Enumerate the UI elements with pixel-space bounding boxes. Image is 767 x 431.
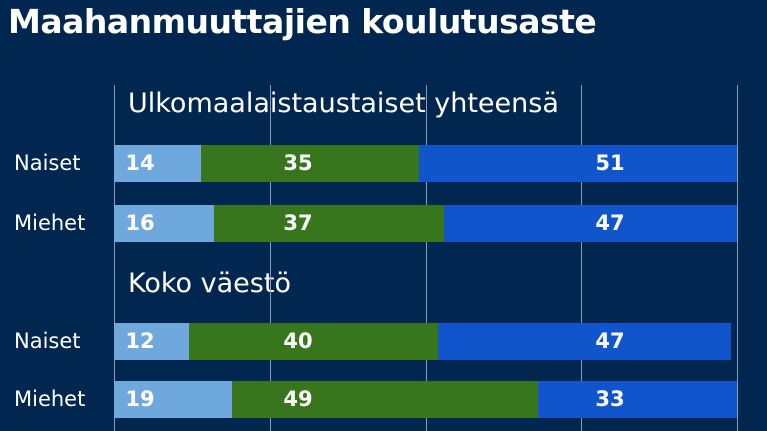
gridline (270, 85, 271, 431)
bar-segment (114, 145, 202, 182)
data-label: 14 (125, 151, 155, 175)
bar-segment (437, 323, 731, 360)
data-label: 47 (595, 329, 625, 353)
row-label: Naiset (14, 329, 81, 353)
row-label: Naiset (14, 151, 81, 175)
data-label: 47 (595, 211, 625, 235)
bar-segment (114, 205, 214, 242)
gridline (737, 85, 738, 431)
bar-segment (444, 205, 737, 242)
row-label: Miehet (14, 211, 86, 235)
bar-segment (232, 381, 538, 418)
data-label: 35 (283, 151, 313, 175)
bar-segment (201, 145, 420, 182)
bar-segment (419, 145, 737, 182)
group-label-total-population: Koko väestö (128, 268, 291, 299)
data-label: 49 (283, 387, 313, 411)
data-label: 19 (125, 387, 155, 411)
bar-segment (114, 381, 233, 418)
data-label: 12 (125, 329, 155, 353)
bar-segment (188, 323, 438, 360)
row-label: Miehet (14, 387, 86, 411)
data-label: 33 (595, 387, 625, 411)
data-label: 40 (283, 329, 313, 353)
bar-segment (213, 205, 445, 242)
data-label: 51 (595, 151, 625, 175)
gridline (581, 85, 582, 431)
group-label-foreign-background: Ulkomaalaistaustaiset yhteensä (128, 88, 559, 119)
gridline (114, 85, 115, 431)
bar-segment (114, 323, 189, 360)
data-label: 16 (125, 211, 155, 235)
chart-title: Maahanmuuttajien koulutusaste (8, 2, 597, 41)
gridline (426, 85, 427, 431)
bar-segment (537, 381, 737, 418)
data-label: 37 (283, 211, 313, 235)
